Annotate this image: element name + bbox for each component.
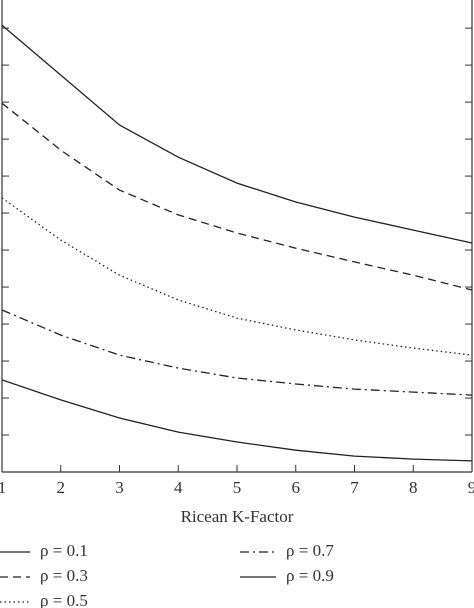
x-tick-label: 3 [115, 478, 124, 497]
series-line [1, 102, 473, 291]
x-tick-label: 1 [0, 478, 6, 497]
series-line [1, 197, 473, 356]
legend-label: ρ = 0.9 [286, 566, 334, 585]
x-tick-label: 4 [174, 478, 183, 497]
legend-label: ρ = 0.5 [40, 591, 88, 608]
series-line [1, 24, 473, 244]
x-axis-label: Ricean K-Factor [181, 507, 294, 526]
legend-label: ρ = 0.1 [40, 541, 88, 560]
legend-label: ρ = 0.3 [40, 566, 88, 585]
x-tick-label: 7 [350, 478, 359, 497]
series-line [1, 309, 473, 396]
x-tick-label: 9 [468, 478, 474, 497]
series-line [1, 379, 473, 462]
x-tick-label: 5 [233, 478, 242, 497]
x-tick-label: 6 [292, 478, 301, 497]
x-tick-label: 2 [57, 478, 66, 497]
x-tick-label: 8 [409, 478, 418, 497]
legend-label: ρ = 0.7 [286, 541, 334, 560]
